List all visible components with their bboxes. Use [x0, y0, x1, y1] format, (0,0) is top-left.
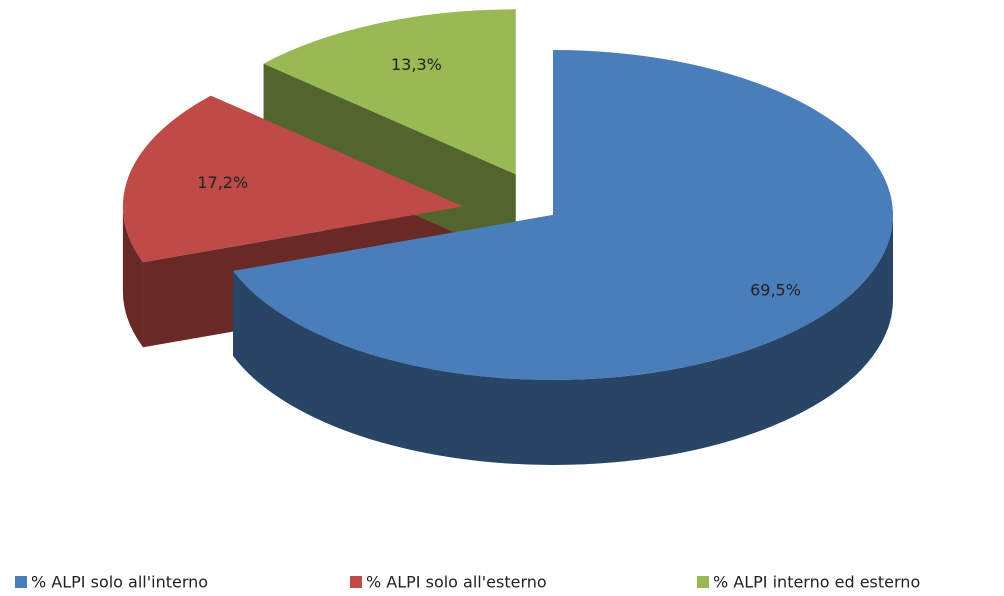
slice-wall-shade	[263, 63, 516, 260]
slice	[233, 50, 894, 380]
slice-side-shade	[233, 215, 894, 465]
data-label: 69,5%	[750, 280, 801, 299]
legend-swatch	[15, 576, 27, 588]
slice	[122, 95, 463, 263]
data-label: 17,2%	[197, 173, 248, 192]
slice-side	[122, 206, 144, 348]
slice-side	[233, 215, 894, 465]
legend-swatch	[350, 576, 362, 588]
legend-swatch	[697, 576, 709, 588]
data-label: 13,3%	[391, 55, 442, 74]
slice	[263, 9, 516, 175]
legend-label: % ALPI solo all'interno	[31, 573, 208, 592]
legend-label: % ALPI interno ed esterno	[713, 573, 920, 592]
slice-wall	[263, 63, 516, 260]
slice-side-shade	[122, 206, 144, 348]
legend-label: % ALPI solo all'esterno	[366, 573, 547, 592]
